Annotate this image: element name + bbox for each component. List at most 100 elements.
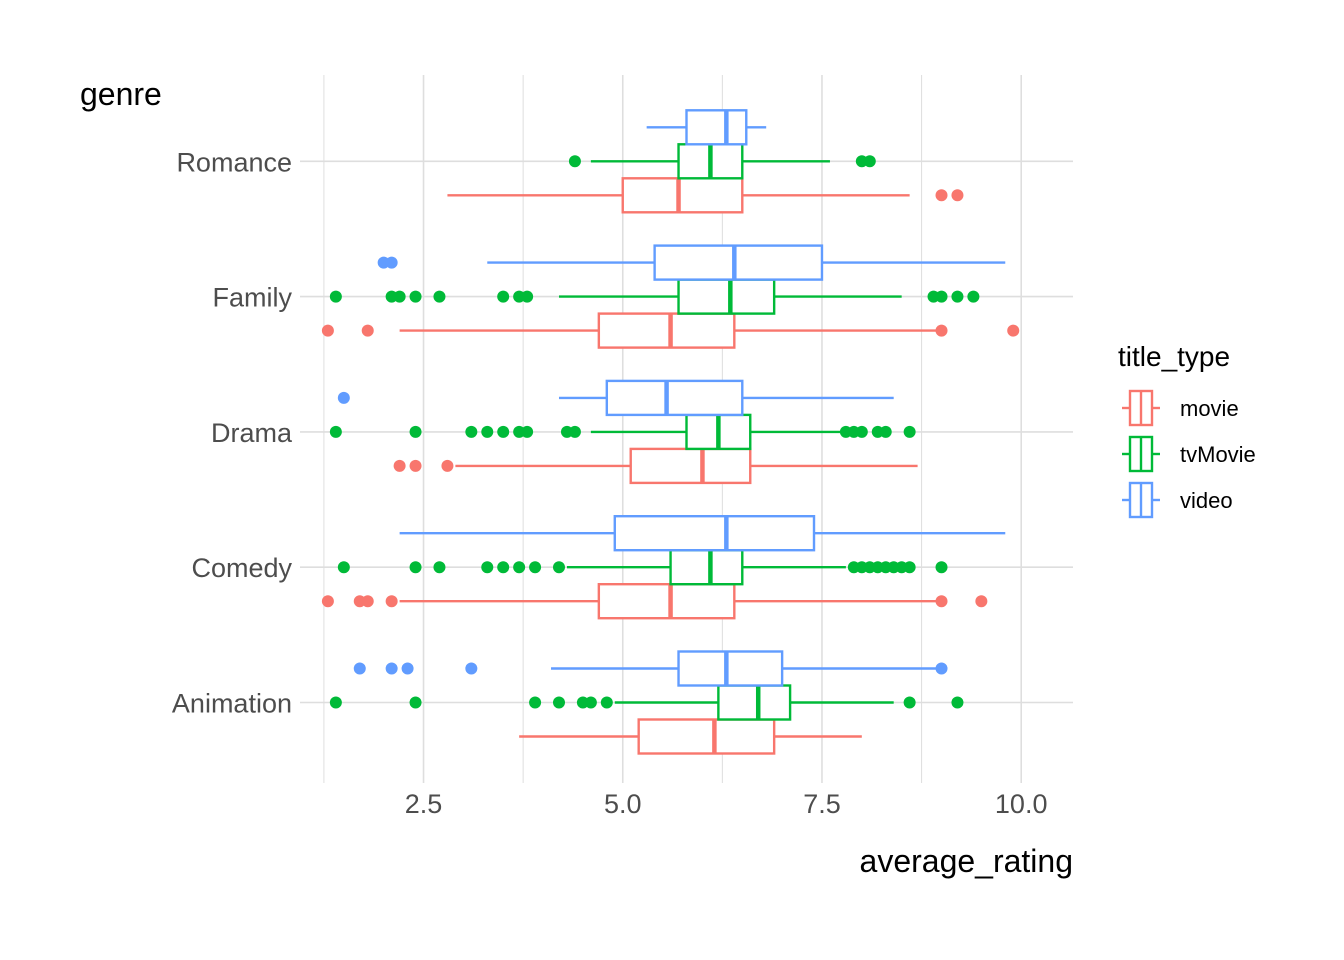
- legend: title_type movie tvMovie video: [1118, 341, 1256, 519]
- outlier-point: [433, 290, 446, 303]
- outlier-point: [481, 561, 494, 574]
- iqr-box: [669, 549, 744, 586]
- iqr-box: [717, 684, 792, 721]
- box-plots: [321, 109, 1020, 755]
- outlier-point: [385, 662, 398, 675]
- outlier-point: [497, 290, 510, 303]
- iqr-box: [685, 109, 748, 146]
- outlier-point: [361, 595, 374, 608]
- outlier-point: [401, 662, 414, 675]
- outlier-point: [951, 696, 964, 709]
- box-video-romance: [646, 109, 767, 146]
- outlier-point: [329, 696, 342, 709]
- x-tick-labels: 2.5 5.0 7.5 10.0: [405, 789, 1048, 819]
- outlier-point: [409, 561, 422, 574]
- outlier-point: [393, 290, 406, 303]
- outlier-point: [935, 662, 948, 675]
- x-tick-label: 2.5: [405, 789, 443, 819]
- outlier-point: [935, 324, 948, 337]
- outlier-point: [975, 595, 988, 608]
- box-movie-drama: [393, 447, 918, 485]
- outlier-point: [409, 696, 422, 709]
- outlier-point: [521, 425, 534, 438]
- outlier-point: [385, 256, 398, 269]
- outlier-point: [409, 459, 422, 472]
- box-movie-animation: [519, 718, 862, 755]
- iqr-box: [629, 447, 752, 485]
- iqr-box: [637, 718, 776, 755]
- legend-label-movie: movie: [1180, 396, 1239, 421]
- iqr-box: [621, 177, 744, 214]
- outlier-point: [855, 425, 868, 438]
- outlier-point: [321, 595, 334, 608]
- outlier-point: [568, 155, 581, 168]
- outlier-point: [935, 189, 948, 202]
- outlier-point: [497, 561, 510, 574]
- legend-key-video: video: [1122, 481, 1233, 519]
- outlier-point: [353, 662, 366, 675]
- outlier-point: [568, 425, 581, 438]
- outlier-point: [935, 290, 948, 303]
- y-tick-label: Animation: [172, 689, 292, 719]
- outlier-point: [329, 290, 342, 303]
- outlier-point: [481, 425, 494, 438]
- outlier-point: [465, 662, 478, 675]
- iqr-box: [613, 515, 816, 552]
- legend-title: title_type: [1118, 341, 1230, 372]
- box-video-comedy: [399, 515, 1006, 552]
- x-tick-label: 10.0: [995, 789, 1048, 819]
- outlier-point: [409, 425, 422, 438]
- outlier-point: [361, 324, 374, 337]
- y-tick-label: Comedy: [191, 553, 292, 583]
- outlier-point: [521, 290, 534, 303]
- series-tvMovie: [329, 143, 980, 721]
- outlier-point: [529, 696, 542, 709]
- iqr-box: [605, 379, 744, 417]
- outlier-point: [409, 290, 422, 303]
- x-tick-label: 7.5: [803, 789, 841, 819]
- series-video: [337, 109, 1006, 687]
- y-tick-label: Family: [213, 283, 293, 313]
- iqr-box: [597, 312, 736, 349]
- box-tvMovie-animation: [329, 684, 964, 721]
- outlier-point: [903, 561, 916, 574]
- outlier-point: [552, 696, 565, 709]
- iqr-box: [677, 278, 776, 315]
- legend-label-video: video: [1180, 488, 1233, 513]
- outlier-point: [600, 696, 613, 709]
- y-tick-label: Romance: [176, 147, 292, 177]
- legend-label-tvMovie: tvMovie: [1180, 442, 1256, 467]
- series-movie: [321, 177, 1020, 755]
- y-tick-label: Drama: [211, 418, 293, 448]
- box-tvMovie-comedy: [337, 549, 948, 586]
- box-tvMovie-romance: [568, 143, 876, 180]
- outlier-point: [329, 425, 342, 438]
- outlier-point: [863, 155, 876, 168]
- iqr-box: [597, 583, 736, 620]
- outlier-point: [337, 391, 350, 404]
- x-tick-label: 5.0: [604, 789, 642, 819]
- outlier-point: [967, 290, 980, 303]
- outlier-point: [513, 561, 526, 574]
- outlier-point: [465, 425, 478, 438]
- outlier-point: [935, 561, 948, 574]
- y-axis-title: genre: [80, 76, 162, 112]
- outlier-point: [337, 561, 350, 574]
- outlier-point: [903, 696, 916, 709]
- outlier-point: [393, 459, 406, 472]
- box-movie-romance: [447, 177, 964, 214]
- outlier-point: [441, 459, 454, 472]
- outlier-point: [385, 595, 398, 608]
- iqr-box: [653, 244, 824, 281]
- outlier-point: [935, 595, 948, 608]
- outlier-point: [903, 425, 916, 438]
- outlier-point: [951, 290, 964, 303]
- legend-key-movie: movie: [1122, 389, 1239, 427]
- outlier-point: [552, 561, 565, 574]
- outlier-point: [529, 561, 542, 574]
- box-video-animation: [353, 650, 948, 687]
- outlier-point: [1007, 324, 1020, 337]
- outlier-point: [433, 561, 446, 574]
- outlier-point: [321, 324, 334, 337]
